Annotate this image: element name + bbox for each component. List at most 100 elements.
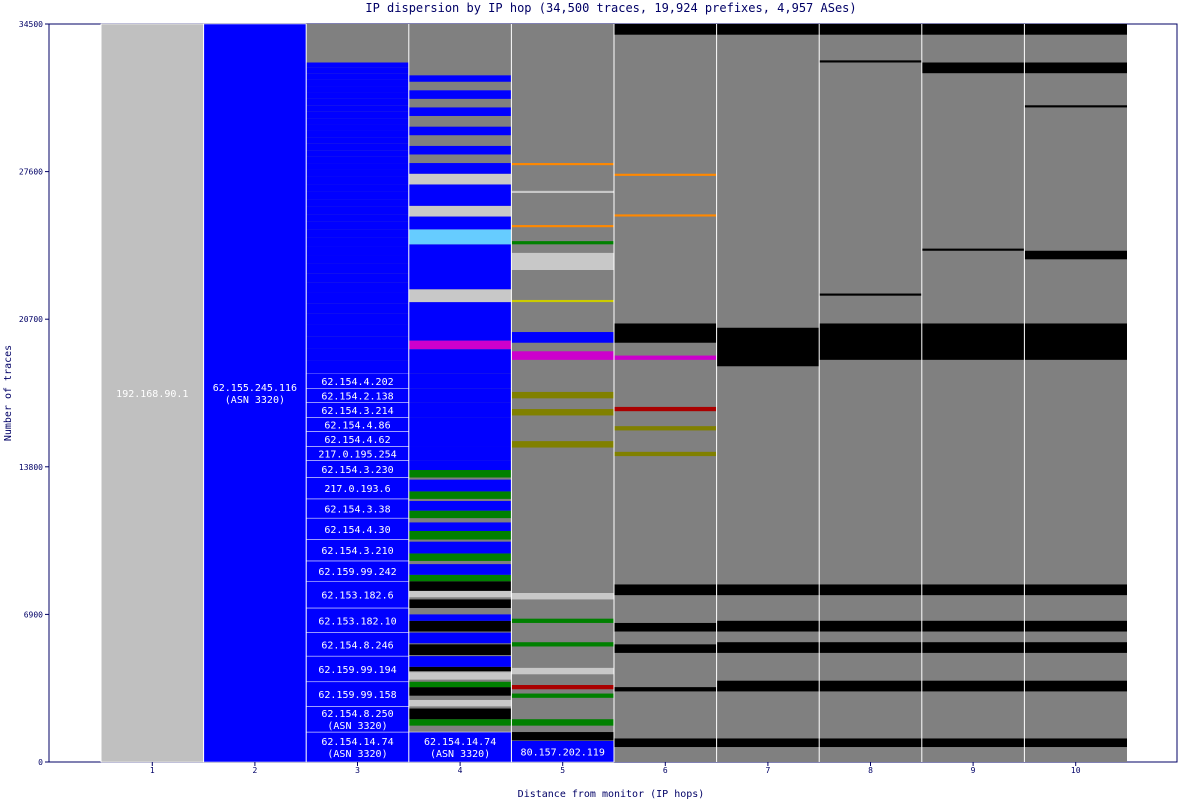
bar-segment-hop-7-6[interactable] — [716, 24, 820, 35]
bar-segment-hop-4-7[interactable] — [408, 666, 512, 672]
bar-segment-hop-10-9[interactable] — [1024, 24, 1127, 35]
bar-segment-hop-8-5[interactable] — [819, 323, 922, 360]
bar-segment-hop-3-32[interactable] — [306, 229, 409, 238]
bar-segment-hop-4-20[interactable] — [408, 530, 512, 540]
bar-segment-hop-7-3[interactable] — [716, 620, 820, 632]
bar-segment-hop-6-2[interactable] — [614, 644, 717, 653]
bar-segment-hop-3-51[interactable] — [306, 98, 409, 106]
bar-segment-hop-5-17[interactable] — [511, 225, 614, 228]
bar-segment-hop-10-7[interactable] — [1024, 105, 1127, 108]
bar-segment-hop-2-0[interactable] — [203, 23, 307, 763]
bar-segment-hop-4-48[interactable] — [408, 90, 512, 99]
bar-segment-hop-3-38[interactable] — [306, 184, 409, 192]
bar-segment-hop-4-13[interactable] — [408, 599, 512, 608]
bar-segment-hop-3-55[interactable] — [306, 73, 409, 80]
bar-segment-hop-7-1[interactable] — [716, 680, 820, 692]
bar-segment-hop-5-19[interactable] — [511, 163, 614, 166]
bar-segment-hop-9-5[interactable] — [921, 323, 1025, 360]
bar-segment-hop-9-7[interactable] — [921, 62, 1025, 74]
bar-segment-hop-3-37[interactable] — [306, 191, 409, 200]
bar-segment-hop-10-1[interactable] — [1024, 680, 1127, 692]
bar-segment-hop-10-4[interactable] — [1024, 584, 1127, 596]
bar-segment-hop-4-19[interactable] — [408, 541, 512, 554]
bar-segment-hop-5-3[interactable] — [511, 693, 614, 698]
bar-segment-hop-4-10[interactable] — [408, 632, 512, 644]
bar-segment-hop-4-49[interactable] — [408, 75, 512, 82]
bar-segment-hop-10-0[interactable] — [1024, 738, 1127, 748]
bar-segment-hop-10-2[interactable] — [1024, 642, 1127, 653]
bar-segment-hop-3-22[interactable] — [306, 324, 409, 337]
bar-segment-hop-4-6[interactable] — [408, 672, 512, 680]
bar-segment-hop-9-2[interactable] — [921, 642, 1025, 653]
bar-segment-hop-3-33[interactable] — [306, 221, 409, 230]
bar-segment-hop-4-8[interactable] — [408, 656, 512, 667]
bar-segment-hop-6-7[interactable] — [614, 406, 717, 412]
bar-segment-hop-3-43[interactable] — [306, 150, 409, 157]
bar-segment-hop-5-8[interactable] — [511, 593, 614, 600]
bar-segment-hop-5-7[interactable] — [511, 618, 614, 623]
bar-segment-hop-3-58[interactable] — [306, 26, 409, 35]
bar-segment-hop-5-13[interactable] — [511, 332, 614, 343]
bar-segment-hop-4-36[interactable] — [408, 302, 512, 341]
bar-segment-hop-4-12[interactable] — [408, 614, 512, 621]
bar-segment-hop-3-41[interactable] — [306, 163, 409, 170]
bar-segment-hop-4-23[interactable] — [408, 501, 512, 511]
bar-segment-hop-4-27[interactable] — [408, 460, 512, 471]
bar-segment-hop-4-22[interactable] — [408, 510, 512, 519]
bar-segment-hop-1-0[interactable] — [100, 23, 204, 763]
bar-segment-hop-3-21[interactable] — [306, 336, 409, 349]
bar-segment-hop-4-17[interactable] — [408, 564, 512, 575]
bar-segment-hop-9-3[interactable] — [921, 620, 1025, 632]
bar-segment-hop-4-11[interactable] — [408, 620, 512, 632]
bar-segment-hop-6-10[interactable] — [614, 214, 717, 217]
bar-segment-hop-5-5[interactable] — [511, 667, 614, 675]
bar-segment-hop-4-4[interactable] — [408, 687, 512, 696]
bar-segment-hop-3-54[interactable] — [306, 79, 409, 87]
bar-segment-hop-3-39[interactable] — [306, 176, 409, 185]
bar-segment-hop-3-6[interactable] — [305, 580, 410, 609]
bar-segment-hop-4-32[interactable] — [408, 388, 512, 403]
bar-segment-hop-5-11[interactable] — [511, 391, 614, 399]
bar-segment-hop-4-5[interactable] — [408, 681, 512, 688]
bar-segment-hop-3-24[interactable] — [306, 303, 409, 314]
bar-segment-hop-6-12[interactable] — [614, 24, 717, 35]
bar-segment-hop-3-44[interactable] — [306, 143, 409, 151]
bar-segment-hop-4-25[interactable] — [408, 479, 512, 492]
bar-segment-hop-3-29[interactable] — [306, 255, 409, 264]
bar-segment-hop-4-40[interactable] — [408, 216, 512, 230]
bar-segment-hop-4-42[interactable] — [408, 184, 512, 206]
bar-segment-hop-8-7[interactable] — [819, 60, 922, 63]
bar-segment-hop-3-50[interactable] — [306, 105, 409, 112]
bar-segment-hop-7-4[interactable] — [716, 584, 820, 596]
bar-segment-hop-4-16[interactable] — [408, 574, 512, 582]
bar-segment-hop-5-15[interactable] — [511, 252, 614, 270]
bar-segment-hop-3-46[interactable] — [306, 130, 409, 138]
bar-segment-hop-6-3[interactable] — [614, 622, 717, 632]
bar-segment-hop-9-8[interactable] — [921, 24, 1025, 35]
bar-segment-hop-10-6[interactable] — [1024, 250, 1127, 260]
bar-segment-hop-3-19[interactable] — [306, 360, 409, 374]
bar-segment-hop-3-57[interactable] — [306, 62, 409, 68]
bar-segment-hop-4-21[interactable] — [408, 522, 512, 531]
bar-segment-hop-3-52[interactable] — [306, 92, 409, 99]
bar-segment-hop-4-18[interactable] — [408, 553, 512, 561]
bar-segment-hop-4-46[interactable] — [408, 126, 512, 136]
bar-segment-hop-10-8[interactable] — [1024, 62, 1127, 74]
bar-segment-hop-5-14[interactable] — [511, 299, 614, 303]
bar-segment-hop-4-28[interactable] — [408, 446, 512, 461]
bar-segment-hop-5-16[interactable] — [511, 241, 614, 245]
bar-segment-hop-4-31[interactable] — [408, 402, 512, 418]
bar-segment-hop-5-10[interactable] — [511, 409, 614, 416]
bar-segment-hop-3-31[interactable] — [306, 237, 409, 247]
bar-segment-hop-6-4[interactable] — [614, 584, 717, 596]
bar-segment-hop-4-24[interactable] — [408, 491, 512, 499]
bar-segment-hop-4-41[interactable] — [408, 205, 512, 217]
bar-segment-hop-6-1[interactable] — [614, 687, 717, 692]
bar-segment-hop-4-39[interactable] — [408, 229, 512, 245]
bar-segment-hop-3-42[interactable] — [306, 156, 409, 164]
bar-segment-hop-9-1[interactable] — [921, 680, 1025, 692]
bar-segment-hop-3-45[interactable] — [306, 137, 409, 144]
bar-segment-hop-4-33[interactable] — [408, 373, 512, 389]
bar-segment-hop-5-2[interactable] — [511, 719, 614, 726]
bar-segment-hop-3-20[interactable] — [306, 348, 409, 361]
